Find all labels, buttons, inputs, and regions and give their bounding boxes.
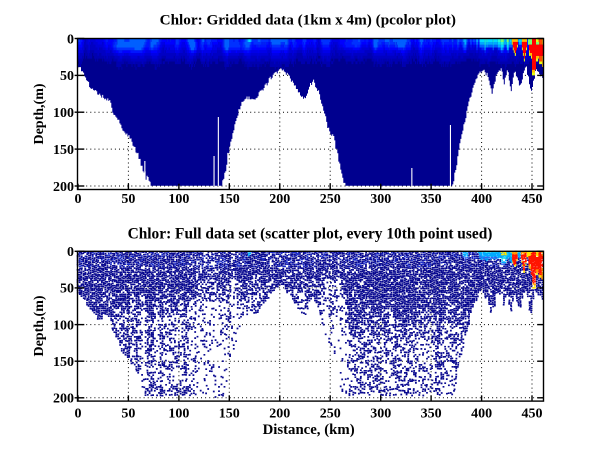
svg-text:300: 300 [370,192,391,207]
svg-text:50: 50 [60,282,74,297]
svg-text:300: 300 [370,407,391,422]
svg-text:150: 150 [53,143,74,158]
svg-text:0: 0 [67,245,74,260]
svg-text:Depth,(m): Depth,(m) [32,83,47,144]
svg-text:150: 150 [219,407,240,422]
svg-text:450: 450 [522,407,543,422]
svg-text:400: 400 [471,407,492,422]
svg-text:100: 100 [168,407,189,422]
svg-text:0: 0 [75,192,82,207]
svg-text:200: 200 [269,192,290,207]
svg-text:Chlor: Full data set (scatter: Chlor: Full data set (scatter plot, ever… [128,226,493,243]
svg-text:400: 400 [471,192,492,207]
svg-text:450: 450 [522,192,543,207]
svg-text:Distance, (km): Distance, (km) [263,422,355,438]
svg-text:150: 150 [219,192,240,207]
svg-text:200: 200 [53,392,74,407]
svg-text:250: 250 [320,407,341,422]
svg-text:350: 350 [421,407,442,422]
svg-text:100: 100 [168,192,189,207]
svg-text:200: 200 [53,180,74,195]
svg-text:Depth,(m): Depth,(m) [32,295,47,356]
svg-text:50: 50 [60,69,74,84]
svg-text:350: 350 [421,192,442,207]
svg-text:200: 200 [269,407,290,422]
svg-text:0: 0 [67,32,74,47]
svg-text:150: 150 [53,355,74,370]
svg-text:0: 0 [75,407,82,422]
svg-text:100: 100 [53,106,74,121]
svg-text:50: 50 [121,192,135,207]
svg-text:100: 100 [53,318,74,333]
svg-text:Chlor: Gridded data (1km x 4m): Chlor: Gridded data (1km x 4m) (pcolor p… [160,12,456,29]
svg-text:250: 250 [320,192,341,207]
svg-text:50: 50 [121,407,135,422]
